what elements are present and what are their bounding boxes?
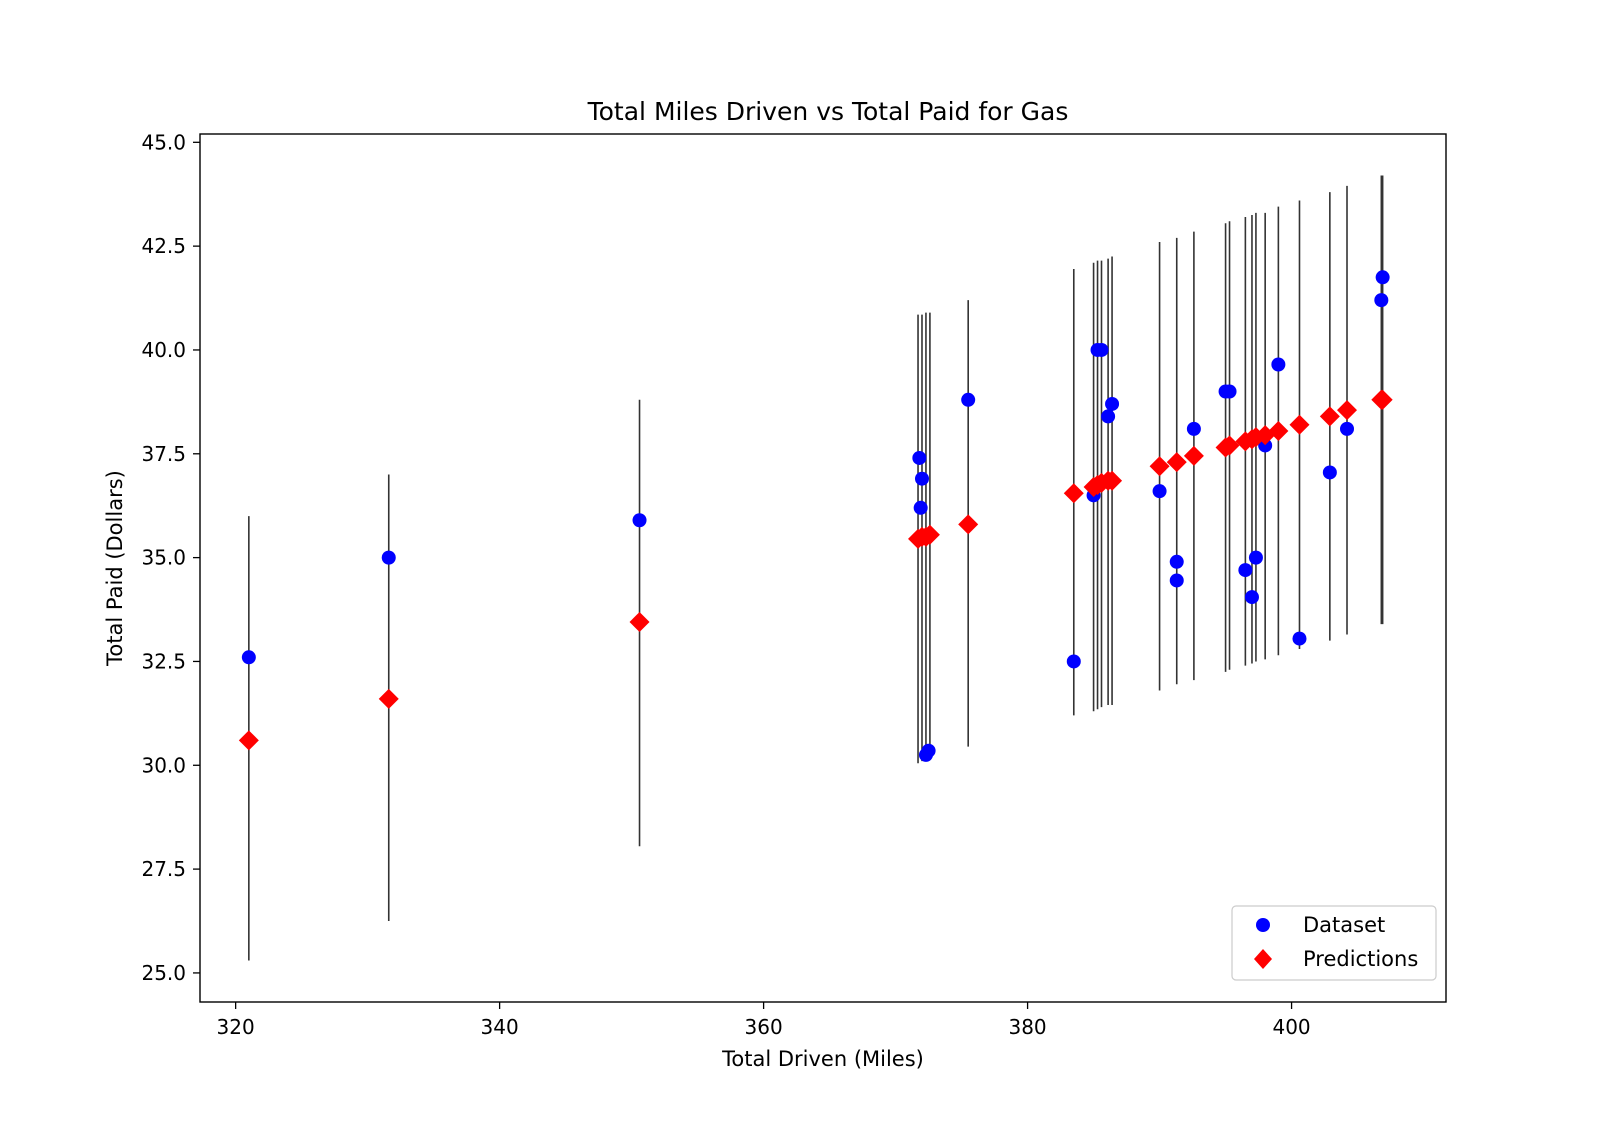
x-tick-label: 400 bbox=[1272, 1015, 1310, 1039]
prediction-points bbox=[238, 389, 1393, 751]
prediction-point bbox=[629, 611, 650, 632]
prediction-point bbox=[1063, 483, 1084, 504]
dataset-point bbox=[1271, 357, 1286, 372]
legend-dataset-marker bbox=[1256, 918, 1270, 932]
dataset-point bbox=[912, 450, 927, 465]
y-tick-label: 25.0 bbox=[141, 961, 186, 985]
prediction-point bbox=[919, 524, 940, 545]
y-axis: 25.0 27.5 30.0 32.5 35.0 37.5 40.0 42.5 45.0 bbox=[141, 130, 200, 985]
legend-box bbox=[1231, 905, 1437, 981]
dataset-point bbox=[914, 471, 929, 486]
x-axis: 320 340 360 380 400 bbox=[217, 1002, 1311, 1039]
dataset-point bbox=[1340, 421, 1355, 436]
dataset-point bbox=[1374, 293, 1389, 308]
y-tick-label: 30.0 bbox=[141, 753, 186, 777]
x-axis-label: Total Driven (Miles) bbox=[721, 1047, 924, 1071]
x-tick-label: 360 bbox=[745, 1015, 783, 1039]
y-tick-label: 27.5 bbox=[141, 857, 186, 881]
dataset-point bbox=[381, 550, 396, 565]
y-tick-label: 40.0 bbox=[141, 338, 186, 362]
dataset-point bbox=[1248, 550, 1263, 565]
dataset-point bbox=[1258, 438, 1273, 453]
prediction-point bbox=[958, 514, 979, 535]
dataset-point bbox=[1244, 590, 1259, 605]
y-tick-label: 42.5 bbox=[141, 234, 186, 258]
chart-title: Total Miles Driven vs Total Paid for Gas bbox=[587, 97, 1069, 126]
y-tick-label: 32.5 bbox=[141, 649, 186, 673]
dataset-point bbox=[1105, 396, 1120, 411]
prediction-point bbox=[1289, 414, 1310, 435]
prediction-point bbox=[378, 688, 399, 709]
prediction-point bbox=[1337, 400, 1358, 421]
dataset-point bbox=[1066, 654, 1081, 669]
legend-predictions-label: Predictions bbox=[1303, 947, 1418, 971]
prediction-point bbox=[1149, 456, 1170, 477]
dataset-point bbox=[1375, 270, 1390, 285]
prediction-point bbox=[1268, 420, 1289, 441]
prediction-point bbox=[1319, 406, 1340, 427]
legend: Dataset Predictions bbox=[1231, 905, 1437, 981]
dataset-point bbox=[1238, 563, 1253, 578]
dataset-point bbox=[1094, 342, 1109, 357]
dataset-point bbox=[1322, 465, 1337, 480]
dataset-point bbox=[961, 392, 976, 407]
legend-prediction-marker bbox=[1254, 949, 1272, 969]
prediction-point bbox=[1183, 445, 1204, 466]
dataset-point bbox=[1101, 409, 1116, 424]
dataset-point bbox=[1222, 384, 1237, 399]
x-tick-label: 380 bbox=[1008, 1015, 1046, 1039]
dataset-point bbox=[1169, 573, 1184, 588]
dataset-point bbox=[1152, 484, 1167, 499]
prediction-point bbox=[1372, 389, 1393, 410]
y-tick-label: 37.5 bbox=[141, 442, 186, 466]
dataset-point bbox=[1292, 631, 1307, 646]
prediction-point bbox=[1102, 470, 1123, 491]
x-tick-label: 320 bbox=[217, 1015, 255, 1039]
plot-area-frame bbox=[199, 133, 1447, 1003]
dataset-point bbox=[632, 513, 647, 528]
x-tick-label: 340 bbox=[481, 1015, 519, 1039]
dataset-point bbox=[1186, 421, 1201, 436]
y-axis-label: Total Paid (Dollars) bbox=[103, 470, 127, 667]
y-tick-label: 35.0 bbox=[141, 546, 186, 570]
dataset-point bbox=[913, 500, 928, 515]
prediction-point bbox=[1166, 452, 1187, 473]
dataset-point bbox=[1169, 554, 1184, 569]
prediction-point bbox=[238, 730, 259, 751]
dataset-point bbox=[921, 743, 936, 758]
y-tick-label: 45.0 bbox=[141, 130, 186, 154]
dataset-points bbox=[241, 270, 1390, 762]
legend-dataset-label: Dataset bbox=[1303, 913, 1385, 937]
prediction-point bbox=[1219, 435, 1240, 456]
dataset-point bbox=[241, 650, 256, 665]
